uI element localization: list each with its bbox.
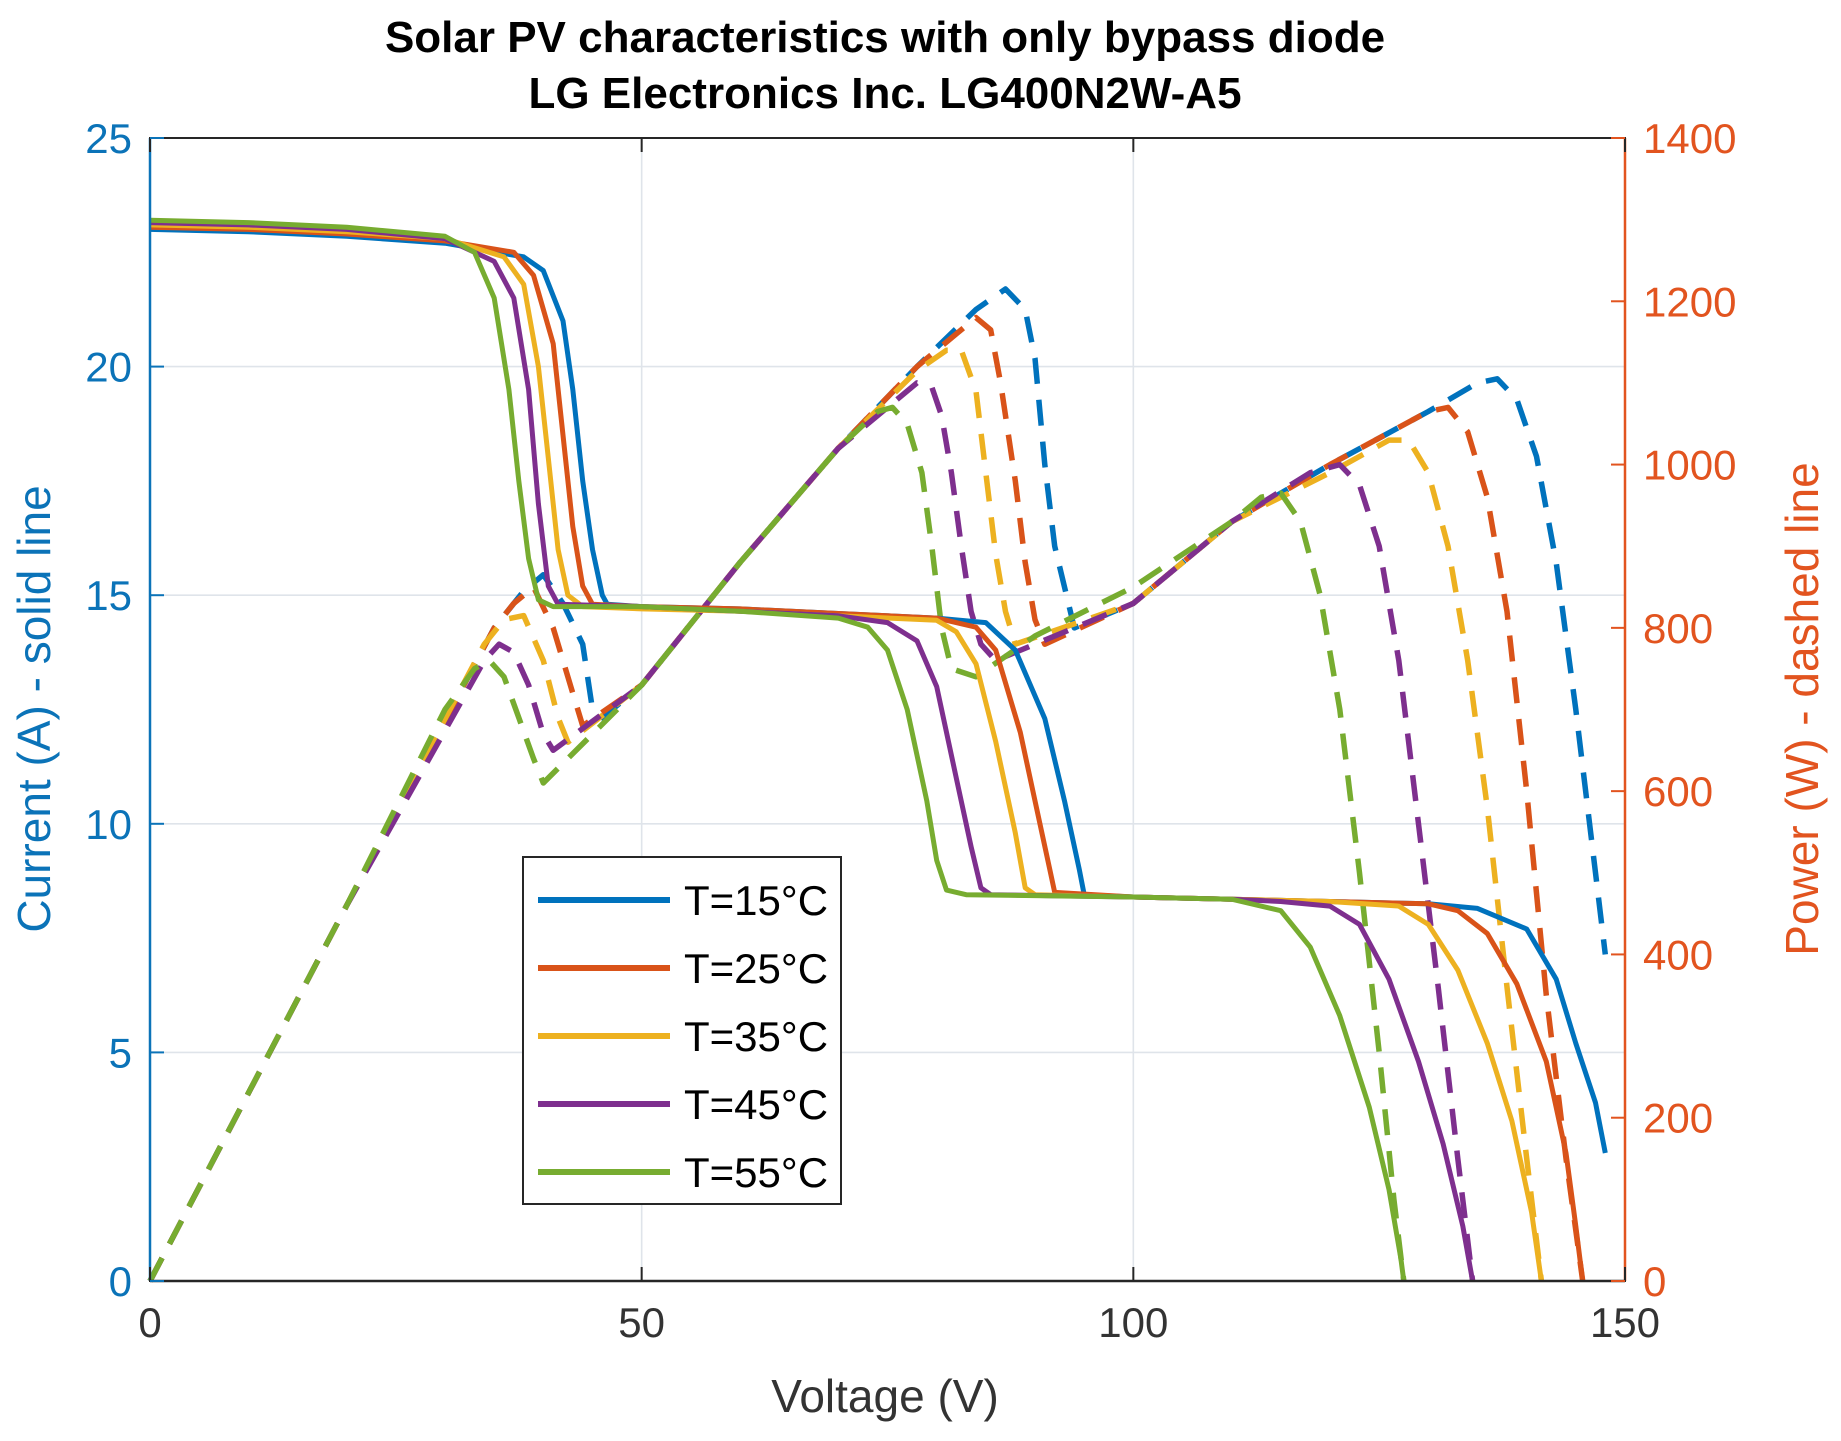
legend-label-series-5: T=55°C	[684, 1149, 828, 1196]
left-y-axis-label: Current (A) - solid line	[8, 485, 60, 932]
legend-label-series-4: T=45°C	[684, 1081, 828, 1128]
legend-label-name: T=15	[684, 877, 781, 924]
left-y-tick-label: 20	[85, 344, 132, 391]
legend-label-unit: °C	[781, 945, 828, 992]
legend-box	[522, 856, 842, 1205]
legend-label-unit: °C	[781, 877, 828, 924]
chart-title-line2: LG Electronics Inc. LG400N2W-A5	[528, 69, 1241, 118]
left-y-tick-label: 15	[85, 572, 132, 619]
left-y-tick-label: 10	[85, 801, 132, 848]
legend-label-unit: °C	[781, 1081, 828, 1128]
x-tick-label: 150	[1590, 1299, 1660, 1346]
right-y-tick-label: 600	[1643, 768, 1713, 815]
current-line-series-5	[149, 217, 1407, 1282]
left-y-tick-label: 25	[85, 115, 132, 162]
x-tick-label: 50	[618, 1299, 665, 1346]
legend-label-unit: °C	[781, 1013, 828, 1060]
x-tick-label: 0	[138, 1299, 161, 1346]
right-y-tick-label: 200	[1643, 1095, 1713, 1142]
legend-label-unit: °C	[781, 1149, 828, 1196]
legend-label-name: T=35	[684, 1013, 781, 1060]
legend: T=15°CT=25°CT=35°CT=45°CT=55°C	[522, 856, 842, 1205]
current-line-series-1	[149, 226, 1608, 1154]
series-group	[147, 217, 1609, 1283]
x-tick-label: 100	[1098, 1299, 1168, 1346]
right-y-tick-label: 1200	[1643, 278, 1736, 325]
legend-label-name: T=25	[684, 945, 781, 992]
current-line-series-4	[149, 220, 1476, 1282]
legend-label-series-1: T=15°C	[684, 877, 828, 924]
legend-label-name: T=45	[684, 1081, 781, 1128]
power-line-series-4	[147, 380, 1476, 1283]
right-y-tick-label: 400	[1643, 931, 1713, 978]
legend-label-name: T=55	[684, 1149, 781, 1196]
x-axis-label: Voltage (V)	[771, 1370, 999, 1422]
current-line-series-2	[149, 224, 1586, 1282]
grid-lines	[150, 138, 1625, 1281]
legend-label-series-2: T=25°C	[684, 945, 828, 992]
right-y-tick-label: 1400	[1643, 115, 1736, 162]
current-line-series-3	[149, 222, 1544, 1282]
legend-label-series-3: T=35°C	[684, 1013, 828, 1060]
left-y-tick-label: 5	[109, 1029, 132, 1076]
power-line-series-5	[147, 404, 1407, 1283]
right-y-tick-label: 800	[1643, 605, 1713, 652]
chart-title-line1: Solar PV characteristics with only bypas…	[385, 13, 1385, 62]
left-y-tick-label: 0	[109, 1258, 132, 1305]
right-y-tick-label: 1000	[1643, 442, 1736, 489]
power-line-series-3	[147, 347, 1545, 1283]
right-y-axis-label: Power (W) - dashed line	[1776, 462, 1828, 955]
tick-marks-and-labels: 0 50 100 1500510152025020040060080010001200…	[85, 115, 1736, 1346]
legend-items: T=15°CT=25°CT=35°CT=45°CT=55°C	[538, 877, 828, 1196]
right-y-tick-label: 0	[1643, 1258, 1666, 1305]
power-line-series-1	[147, 286, 1609, 1283]
power-line-series-2	[147, 314, 1586, 1283]
